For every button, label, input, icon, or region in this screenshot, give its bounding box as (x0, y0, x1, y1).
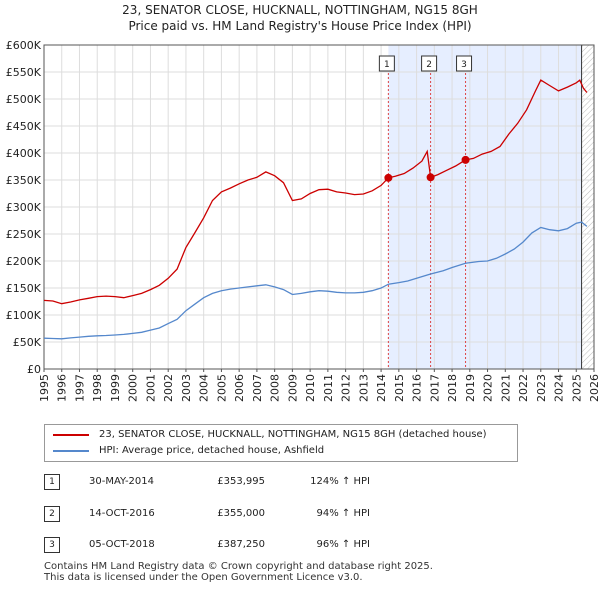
sale-point-1 (384, 173, 393, 182)
chart-subtitle: Price paid vs. HM Land Registry's House … (128, 19, 472, 33)
y-tick-label: £250K (6, 228, 42, 241)
x-tick-label: 2023 (535, 374, 548, 402)
x-tick-label: 2006 (233, 374, 246, 402)
x-tick-label: 1996 (56, 374, 69, 402)
x-tick-label: 2013 (357, 374, 370, 402)
property-series-line (43, 79, 588, 305)
marker-label-1: 1 (384, 60, 390, 70)
transaction-hpi-change: 124% ↑ HPI (310, 476, 370, 487)
x-tick-label: 1999 (109, 374, 122, 402)
x-tick-label: 2010 (304, 374, 317, 402)
legend-swatch-property (53, 434, 89, 436)
footer: Contains HM Land Registry data © Crown c… (44, 561, 433, 583)
legend-label-property: 23, SENATOR CLOSE, HUCKNALL, NOTTINGHAM,… (99, 429, 487, 440)
x-tick-label: 1995 (38, 374, 51, 402)
hpi-series-line (43, 221, 588, 340)
x-tick-label: 2026 (588, 374, 600, 402)
footer-copyright: Contains HM Land Registry data © Crown c… (44, 561, 433, 572)
x-tick-label: 2003 (180, 374, 193, 402)
y-tick-label: £550K (6, 66, 42, 79)
x-tick-label: 2024 (553, 374, 566, 402)
x-tick-label: 2016 (411, 374, 424, 402)
y-tick-label: £600K (6, 39, 42, 52)
plot-frame (43, 44, 595, 370)
transaction-date: 14-OCT-2016 (89, 508, 155, 519)
y-tick-label: £450K (6, 120, 42, 133)
x-tick-label: 2004 (198, 374, 211, 402)
x-tick-label: 2002 (162, 374, 175, 402)
marker-label-2: 2 (426, 60, 432, 70)
y-tick-label: £0 (27, 363, 41, 376)
x-tick-label: 2020 (482, 374, 495, 402)
y-tick-label: £100K (6, 309, 42, 322)
marker-box-2 (421, 55, 438, 72)
footer-licence: This data is licensed under the Open Gov… (44, 572, 363, 583)
transaction-price: £355,000 (217, 508, 265, 519)
legend-label-hpi: HPI: Average price, detached house, Ashf… (99, 445, 325, 456)
x-tick-label: 2005 (215, 374, 228, 402)
x-tick-label: 2012 (340, 374, 353, 402)
y-tick-label: £350K (6, 174, 42, 187)
x-tick-label: 2015 (393, 374, 406, 402)
x-tick-label: 2018 (446, 374, 459, 402)
transaction-price: £387,250 (217, 539, 265, 550)
price-chart: 1 2 3 £0 £50K £100K £150K £200K £250K £300K £350K £… (6, 39, 600, 402)
sale-point-2 (426, 173, 435, 182)
x-tick-label: 2009 (286, 374, 299, 402)
x-tick-label: 2000 (127, 374, 140, 402)
y-tick-label: £200K (6, 255, 42, 268)
x-tick-label: 2011 (322, 374, 335, 402)
x-tick-label: 2008 (269, 374, 282, 402)
marker-box-1 (378, 55, 395, 72)
y-tick-label: £500K (6, 93, 42, 106)
transaction-number-badge: 3 (44, 537, 60, 553)
y-tick-label: £150K (6, 282, 42, 295)
sale-point-3 (461, 155, 470, 164)
marker-label-3: 3 (461, 60, 467, 70)
marker-box-3 (456, 55, 473, 72)
transaction-hpi-change: 94% ↑ HPI (316, 508, 370, 519)
x-tick-label: 1998 (91, 374, 104, 402)
x-tick-label: 2025 (570, 374, 583, 402)
x-tick-label: 2007 (251, 374, 264, 402)
x-tick-label: 2017 (428, 374, 441, 402)
x-tick-label: 2022 (517, 374, 530, 402)
legend: 23, SENATOR CLOSE, HUCKNALL, NOTTINGHAM,… (44, 424, 518, 462)
chart-title: 23, SENATOR CLOSE, HUCKNALL, NOTTINGHAM,… (122, 3, 478, 17)
x-tick-label: 2001 (144, 374, 157, 402)
transaction-price: £353,995 (217, 476, 265, 487)
y-tick-label: £300K (6, 201, 42, 214)
y-tick-label: £400K (6, 147, 42, 160)
transaction-number-badge: 2 (44, 506, 60, 522)
y-tick-label: £50K (13, 336, 42, 349)
x-tick-label: 2014 (375, 374, 388, 402)
transaction-date: 30-MAY-2014 (89, 476, 155, 487)
transaction-date: 05-OCT-2018 (89, 539, 155, 550)
x-tick-label: 1997 (73, 374, 86, 402)
transaction-hpi-change: 96% ↑ HPI (316, 539, 370, 550)
x-tick-label: 2019 (464, 374, 477, 402)
transaction-number-badge: 1 (44, 474, 60, 490)
legend-swatch-hpi (53, 450, 89, 452)
x-tick-label: 2021 (499, 374, 512, 402)
